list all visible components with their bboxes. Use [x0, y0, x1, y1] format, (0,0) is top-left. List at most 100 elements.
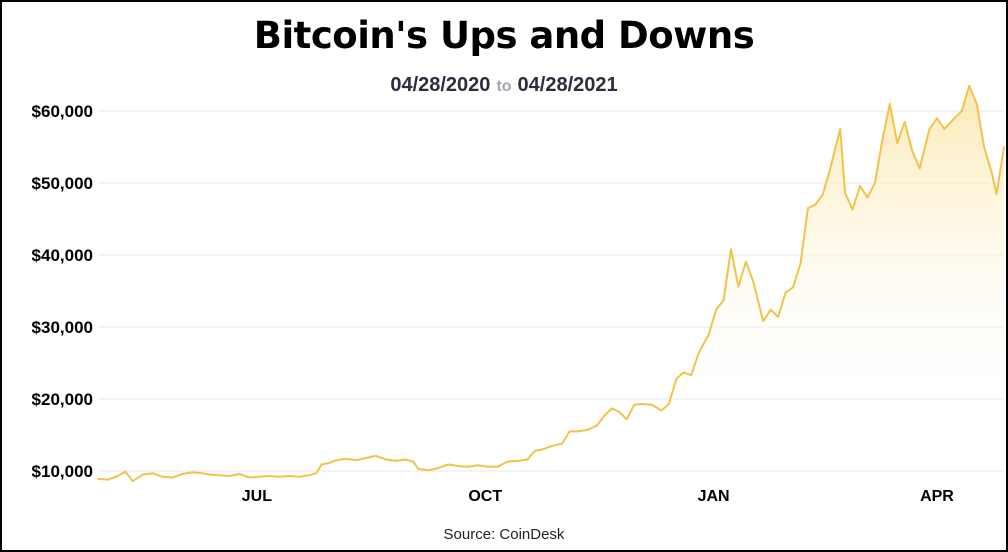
price-point: [447, 463, 449, 466]
price-point: [298, 475, 300, 478]
price-point: [457, 465, 459, 467]
price-point: [427, 469, 429, 472]
price-point: [625, 418, 628, 421]
price-point: [320, 463, 323, 466]
price-point: [315, 472, 318, 475]
price-point: [844, 192, 846, 195]
price-point: [395, 460, 397, 462]
price-point: [799, 262, 802, 265]
price-point: [486, 465, 489, 468]
price-point: [752, 280, 755, 283]
x-tick-label: OCT: [468, 488, 502, 505]
price-point: [650, 403, 653, 406]
price-point: [829, 167, 832, 170]
y-axis: $10,000 $20,000 $30,000 $40,000 $50,000 $60,0…: [32, 102, 93, 481]
price-point: [859, 185, 861, 187]
price-point: [131, 480, 134, 482]
price-point: [141, 473, 144, 476]
price-line: [97, 84, 1005, 483]
price-point: [385, 458, 387, 461]
price-point: [151, 472, 154, 475]
price-point: [943, 128, 946, 130]
date-connector: to: [496, 78, 512, 95]
price-point: [355, 459, 357, 462]
price-point: [953, 117, 956, 120]
price-point: [737, 285, 740, 288]
price-point: [171, 476, 174, 479]
price-point: [690, 374, 693, 377]
price-point: [586, 429, 588, 431]
price-point: [412, 460, 415, 463]
y-tick-label: $50,000: [32, 174, 93, 193]
price-point: [516, 460, 519, 462]
y-tick-label: $30,000: [32, 318, 93, 337]
price-point: [541, 448, 544, 451]
price-point: [278, 475, 281, 478]
price-point: [124, 470, 127, 473]
price-point: [610, 407, 613, 410]
price-point: [603, 414, 606, 417]
end-date: 04/28/2021: [517, 74, 618, 96]
price-point: [866, 196, 869, 199]
price-point: [881, 138, 884, 141]
price-point: [181, 473, 184, 475]
price-point: [896, 142, 899, 145]
price-point: [526, 458, 529, 461]
price-point: [466, 465, 469, 468]
price-point: [1003, 146, 1005, 148]
price-area-layer: [98, 85, 1004, 482]
price-point: [777, 316, 779, 318]
price-point: [248, 476, 251, 479]
price-line-layer: [97, 84, 1005, 483]
price-point: [668, 403, 670, 405]
price-point: [784, 291, 787, 294]
price-point: [506, 460, 509, 463]
price-point: [928, 128, 931, 130]
price-point: [561, 442, 564, 445]
price-point: [995, 192, 998, 195]
x-tick-label: APR: [920, 488, 954, 505]
price-point: [375, 455, 377, 457]
price-point: [888, 102, 891, 105]
chart-subtitle: 04/28/2020 to 04/28/2021: [0, 74, 1008, 97]
price-point: [161, 475, 164, 478]
price-point: [839, 128, 842, 130]
price-point: [968, 84, 971, 87]
price-point: [308, 474, 310, 477]
start-date: 04/28/2020: [390, 74, 491, 96]
price-point: [417, 467, 420, 470]
price-point: [618, 411, 621, 413]
chart-title: Bitcoin's Ups and Downs: [253, 14, 755, 57]
price-point: [551, 444, 554, 447]
price-point: [596, 424, 598, 427]
price-point: [918, 167, 921, 170]
price-point: [404, 458, 407, 461]
price-point: [874, 182, 876, 184]
price-point: [268, 475, 271, 477]
price-point: [675, 377, 678, 380]
price-point: [335, 459, 338, 462]
price-point: [807, 207, 809, 210]
price-point: [97, 478, 99, 480]
source-note: Source: CoinDesk: [443, 526, 565, 543]
price-point: [792, 286, 794, 289]
price-point: [327, 462, 330, 464]
price-point: [730, 248, 732, 251]
price-area-fill: [98, 85, 1004, 482]
price-point: [911, 149, 914, 152]
price-point: [568, 430, 571, 433]
price-point: [715, 308, 717, 311]
price-point: [345, 457, 348, 460]
price-point: [722, 299, 725, 302]
price-point: [191, 471, 194, 474]
price-point: [476, 464, 479, 467]
price-point: [821, 193, 824, 196]
price-point: [682, 371, 685, 374]
price-point: [288, 475, 290, 477]
price-point: [117, 475, 119, 477]
price-point: [640, 403, 643, 405]
price-point: [496, 465, 499, 468]
price-point: [707, 334, 710, 336]
price-point: [107, 478, 109, 481]
